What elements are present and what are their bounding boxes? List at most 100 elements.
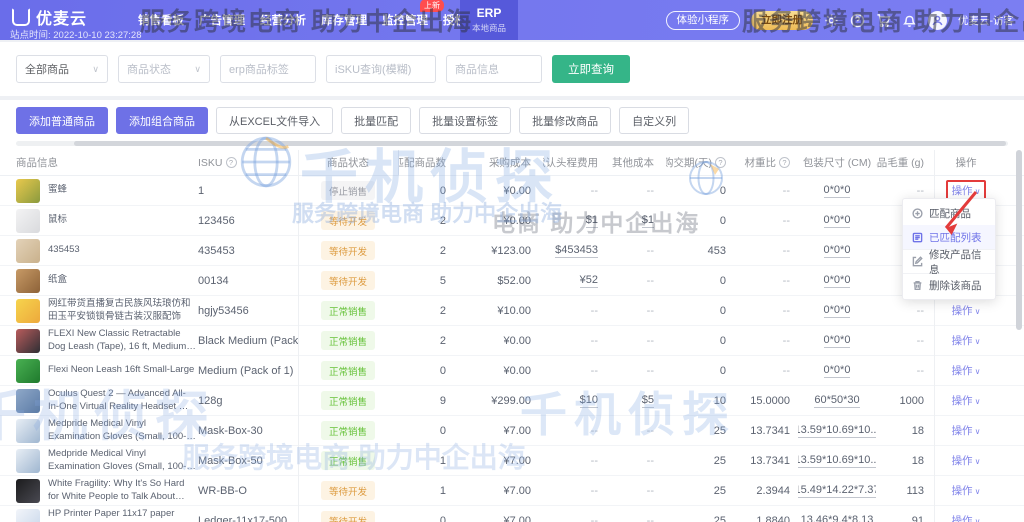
row-action-link[interactable]: 操作∨ bbox=[951, 485, 981, 497]
product-status-select[interactable]: 商品状态 ∨ bbox=[118, 55, 210, 83]
cart-icon[interactable] bbox=[876, 13, 891, 28]
cell-value: 0 bbox=[439, 364, 446, 377]
lead-time-cell: 25 bbox=[666, 416, 738, 445]
info-icon[interactable]: ? bbox=[715, 157, 726, 168]
weight-ratio-cell: 13.7341 bbox=[738, 446, 798, 475]
tab-erp[interactable]: ERP 本地商品 bbox=[460, 0, 518, 40]
row-action-link[interactable]: 操作∨ bbox=[951, 185, 981, 197]
package-size-cell: 15.49*14.22*7.37 bbox=[798, 476, 876, 505]
lead-time-cell: 0 bbox=[666, 356, 738, 385]
row-action-link[interactable]: 操作∨ bbox=[951, 335, 981, 347]
other-cost-cell: -- bbox=[610, 176, 666, 205]
vertical-scrollbar-thumb[interactable] bbox=[1016, 150, 1022, 330]
purchase-cost-cell: ¥7.00 bbox=[458, 476, 543, 505]
nav-menu-item[interactable]: 库存管理 bbox=[319, 8, 369, 32]
cell-value: -- bbox=[646, 454, 654, 467]
isku-cell: 1 bbox=[198, 184, 205, 197]
unit-weight-cell: -- bbox=[876, 326, 934, 355]
weight-ratio-cell: -- bbox=[738, 266, 798, 295]
unit-weight-cell: 113 bbox=[876, 476, 934, 505]
purchase-cost-cell: $52.00 bbox=[458, 266, 543, 295]
cell-value: -- bbox=[646, 484, 654, 497]
try-miniprogram-button[interactable]: 体验小程序 bbox=[665, 10, 740, 30]
row-action-link[interactable]: 操作∨ bbox=[951, 365, 981, 377]
custom-columns-button[interactable]: 自定义列 bbox=[619, 107, 690, 134]
query-button[interactable]: 立即查询 bbox=[552, 55, 630, 83]
cell-value: ¥10.00 bbox=[497, 304, 531, 317]
help-icon[interactable] bbox=[850, 13, 865, 28]
isku-cell: 128g bbox=[198, 394, 223, 407]
menu-item-delete-product[interactable]: 删除该商品 bbox=[903, 273, 995, 297]
add-normal-product-button[interactable]: 添加普通商品 bbox=[16, 107, 108, 134]
lead-time-cell: 25 bbox=[666, 446, 738, 475]
batch-tag-button[interactable]: 批量设置标签 bbox=[419, 107, 512, 134]
row-action-link[interactable]: 操作∨ bbox=[951, 425, 981, 437]
purchase-cost-cell: ¥0.00 bbox=[458, 356, 543, 385]
add-combo-product-button[interactable]: 添加组合商品 bbox=[116, 107, 208, 134]
match-count-cell: 0 bbox=[398, 416, 458, 445]
row-action-link[interactable]: 操作∨ bbox=[952, 513, 981, 522]
product-info-cell: FLEXI New Classic Retractable Dog Leash … bbox=[0, 326, 198, 355]
row-action-link[interactable]: 操作∨ bbox=[951, 305, 981, 317]
product-info-input[interactable]: 商品信息 bbox=[446, 55, 542, 83]
row-action-link[interactable]: 操作∨ bbox=[951, 455, 981, 467]
weight-ratio-cell: 2.3944 bbox=[738, 476, 798, 505]
batch-match-button[interactable]: 批量匹配 bbox=[341, 107, 412, 134]
status-cell: 正常销售 bbox=[298, 416, 398, 445]
info-icon[interactable]: ? bbox=[225, 157, 237, 168]
purchase-cost-cell: ¥123.00 bbox=[458, 236, 543, 265]
purchase-cost-cell: ¥0.00 bbox=[458, 326, 543, 355]
table-row: Medpride Medical Vinyl Examination Glove… bbox=[0, 416, 1024, 446]
cell-value: 0*0*0 bbox=[823, 273, 851, 288]
cell-value: 5 bbox=[439, 274, 446, 287]
product-scope-select[interactable]: 全部商品 ∨ bbox=[16, 55, 108, 83]
table-header-cell: ISKU? bbox=[198, 150, 298, 175]
import-excel-button[interactable]: 从EXCEL文件导入 bbox=[216, 107, 334, 134]
user-name: 优麦云-访客 bbox=[958, 14, 1014, 27]
package-size-cell: 0*0*0 bbox=[798, 266, 876, 295]
cell-value: 13.46*9.4*8.13 bbox=[801, 514, 874, 522]
bell-icon[interactable] bbox=[902, 13, 917, 28]
action-cell: 操作∨ bbox=[934, 326, 998, 355]
status-cell: 正常销售 bbox=[298, 296, 398, 325]
cell-value: -- bbox=[782, 184, 790, 197]
status-cell: 正常销售 bbox=[298, 386, 398, 415]
user-avatar[interactable] bbox=[928, 10, 947, 30]
product-info-cell: 网红带货直播复古民族风珐琅仿和田玉平安锁锁骨链古装汉服配饰 bbox=[0, 296, 198, 325]
menu-item-match-product[interactable]: 匹配商品 bbox=[903, 201, 995, 225]
header-label: 商品状态 bbox=[327, 157, 369, 169]
cell-value: -- bbox=[916, 364, 924, 377]
horizontal-scrollbar-thumb[interactable] bbox=[74, 141, 1006, 146]
cell-value: 15.0000 bbox=[750, 394, 790, 407]
nav-menu-item[interactable]: 广告管理 bbox=[197, 8, 247, 32]
nav-menu-item[interactable]: 监控管理 上新 bbox=[380, 0, 444, 32]
nav-menu-item[interactable]: 销售看板 bbox=[136, 8, 186, 32]
cell-value: 2 bbox=[439, 304, 446, 317]
menu-item-edit-product[interactable]: 修改产品信息 bbox=[903, 249, 995, 276]
other-cost-cell: -- bbox=[610, 326, 666, 355]
status-badge: 正常销售 bbox=[320, 421, 375, 440]
cell-value: -- bbox=[590, 454, 598, 467]
cell-value: -- bbox=[782, 334, 790, 347]
row-action-link[interactable]: 操作∨ bbox=[951, 395, 981, 407]
info-icon[interactable]: ? bbox=[779, 157, 790, 168]
lead-time-cell: 0 bbox=[666, 266, 738, 295]
erp-tag-input[interactable]: erp商品标签 bbox=[220, 55, 316, 83]
cell-value: -- bbox=[590, 364, 598, 377]
edit-icon bbox=[912, 256, 923, 267]
match-count-cell: 2 bbox=[398, 206, 458, 235]
cell-value: 0 bbox=[439, 184, 446, 197]
nav-menu-item[interactable]: 经营分析 bbox=[258, 8, 308, 32]
isku-search-input[interactable]: iSKU查询(模糊) bbox=[326, 55, 436, 83]
cell-value: 18 bbox=[911, 424, 924, 437]
lead-time-cell: 0 bbox=[666, 206, 738, 235]
product-thumbnail bbox=[16, 328, 40, 353]
product-name: FLEXI New Classic Retractable Dog Leash … bbox=[48, 328, 189, 352]
register-button[interactable]: 立即注册 bbox=[751, 10, 813, 30]
table-header-cell: 采购交期(天)? bbox=[666, 150, 738, 175]
nav-menu: 销售看板广告管理经营分析库存管理监控管理上新授权&设置 bbox=[136, 0, 499, 40]
batch-edit-button[interactable]: 批量修改商品 bbox=[519, 107, 612, 134]
gear-icon[interactable] bbox=[824, 13, 839, 28]
menu-item-matched-list[interactable]: 已匹配列表 bbox=[903, 225, 995, 249]
cell-value: ¥123.00 bbox=[491, 244, 531, 257]
